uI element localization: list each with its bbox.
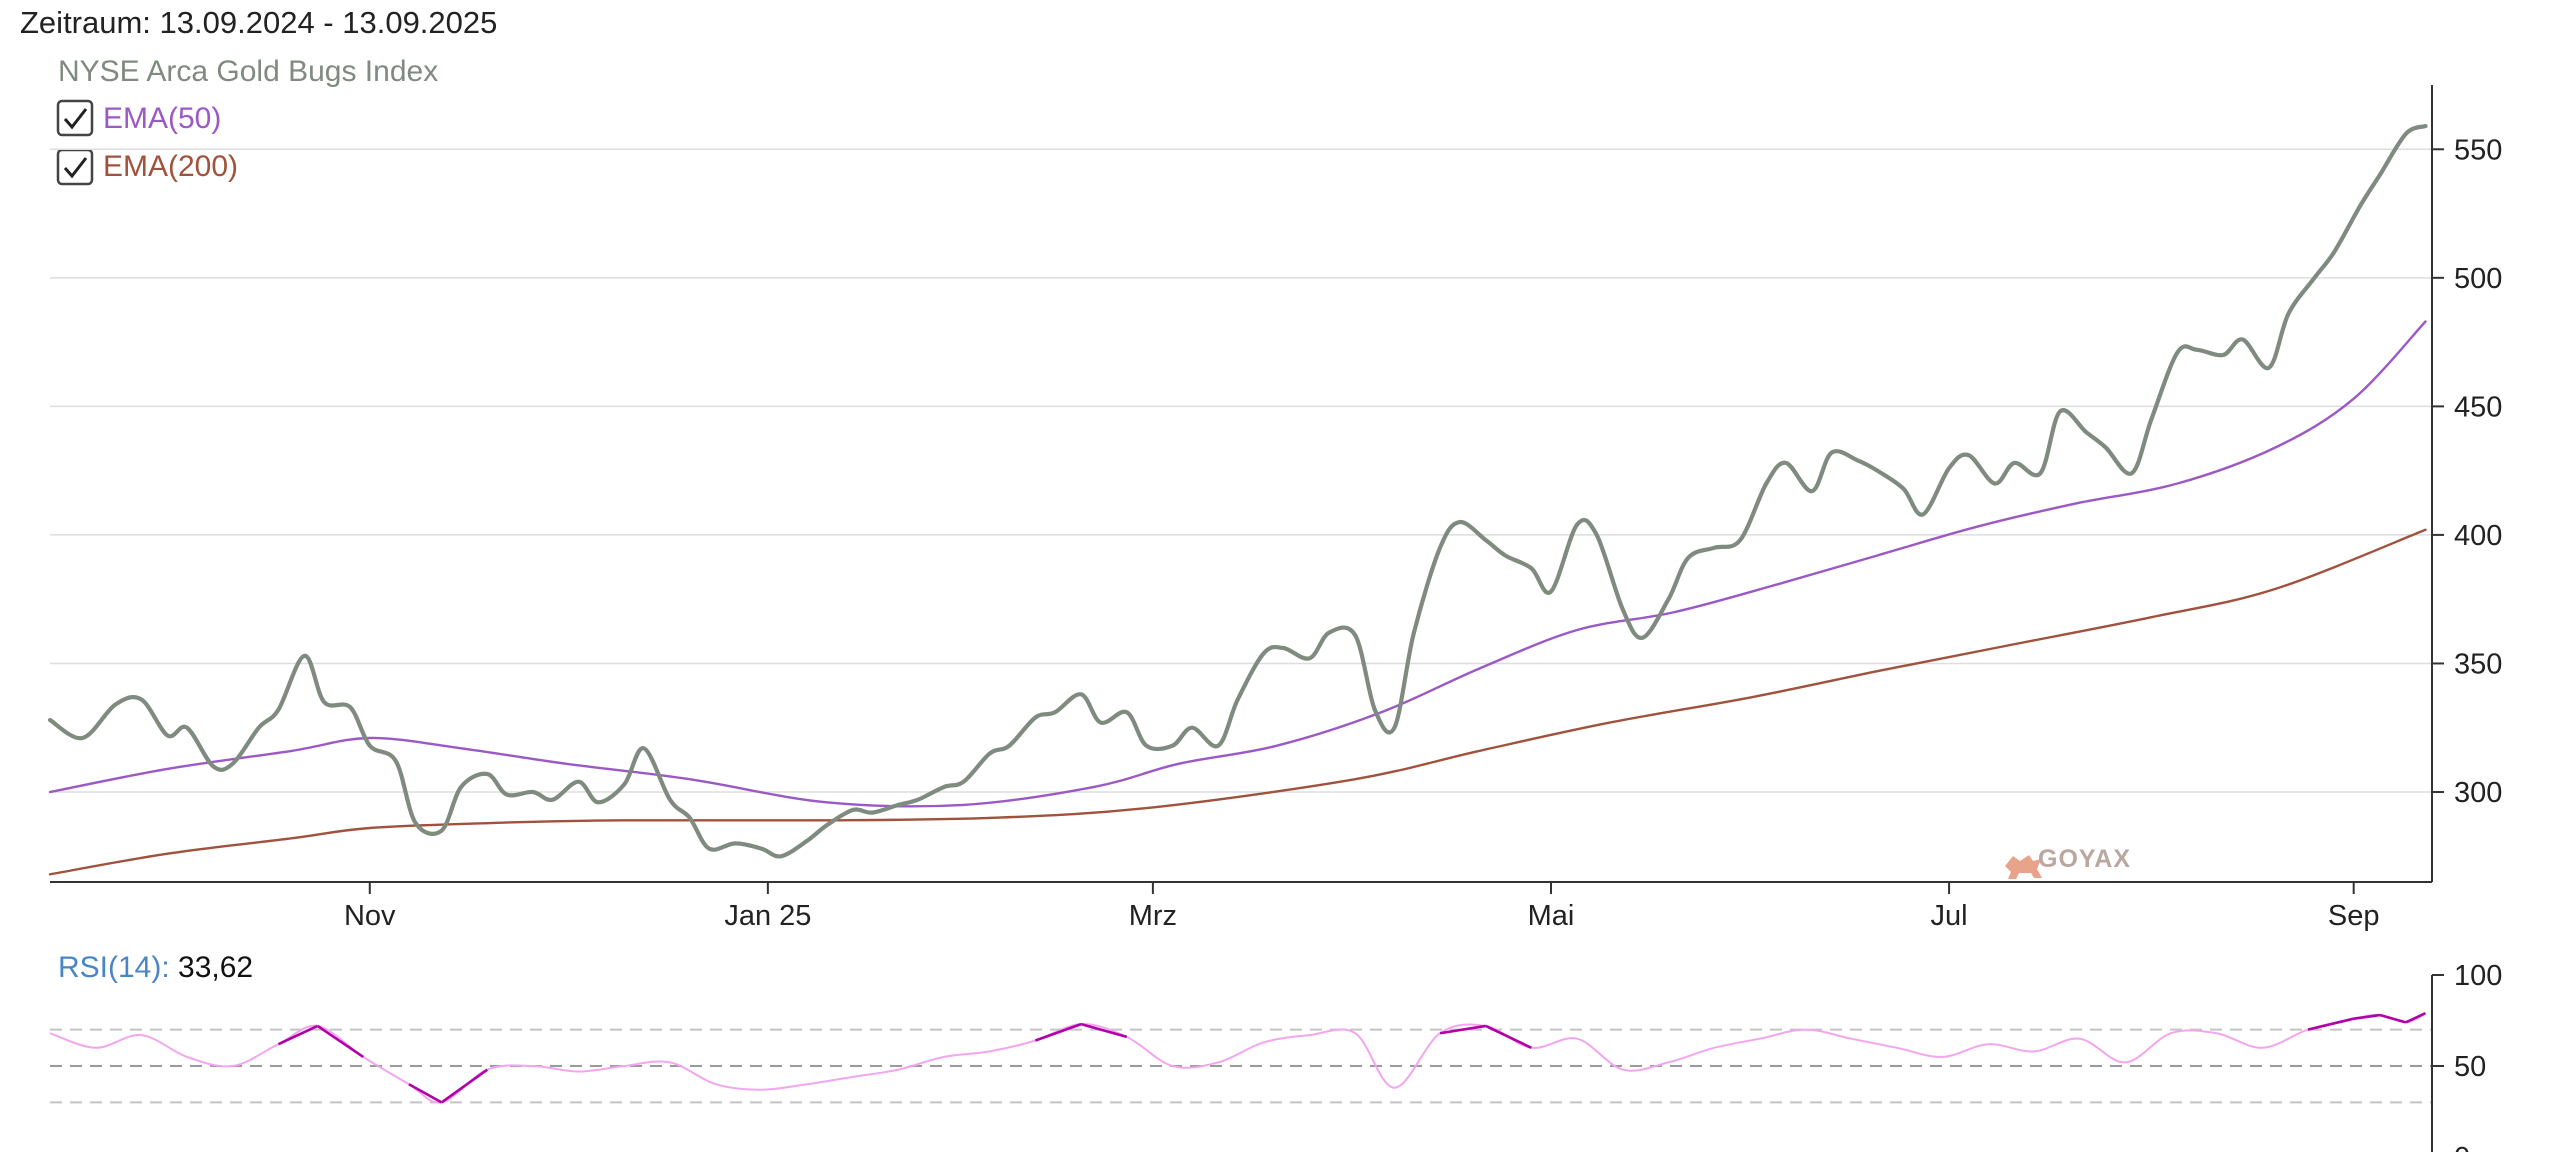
ema50-line xyxy=(48,320,2427,808)
ema50-checkbox[interactable] xyxy=(56,99,94,137)
rsi-title: RSI(14) xyxy=(58,951,161,984)
rsi-extreme-segment xyxy=(1080,1022,1128,1039)
rsi-line xyxy=(49,1012,2426,1104)
main-series-lines xyxy=(47,124,2428,876)
y-tick-label: 500 xyxy=(2454,263,2502,295)
rsi-extreme-segment xyxy=(2379,1013,2407,1024)
x-tick-label: Mrz xyxy=(1129,900,1177,932)
watermark-text: GOYAX xyxy=(2038,845,2131,873)
rsi-extreme-segment xyxy=(1034,1022,1082,1042)
x-tick-label: Mai xyxy=(1528,900,1575,932)
bull-logo-icon xyxy=(2005,855,2042,879)
rsi-y-tick-label: 100 xyxy=(2454,960,2502,992)
y-tick-label: 400 xyxy=(2454,520,2502,552)
rsi-extreme-segment xyxy=(408,1083,443,1104)
ema200-checkbox[interactable] xyxy=(56,148,94,186)
checkmark-icon xyxy=(63,157,88,179)
main-x-ticks: Nov Jan 25 Mrz Mai Jul Sep xyxy=(344,882,2380,932)
rsi-extreme-segment xyxy=(2405,1012,2427,1024)
period-label: Zeitraum: 13.09.2024 - 13.09.2025 xyxy=(20,5,497,40)
rsi-y-ticks: 0 50 100 xyxy=(2432,960,2502,1152)
rsi-extreme-segment xyxy=(316,1024,364,1058)
rsi-extreme-segment xyxy=(440,1068,489,1104)
rsi-series-line xyxy=(49,1012,2427,1104)
rsi-y-tick-label: 50 xyxy=(2454,1051,2486,1083)
price-line xyxy=(47,124,2428,859)
ema50-legend-label: EMA(50) xyxy=(103,102,221,135)
rsi-extreme-segment xyxy=(277,1024,319,1046)
rsi-extreme-segment xyxy=(2307,1017,2354,1031)
rsi-extreme-segment xyxy=(2353,1013,2380,1020)
x-tick-label: Sep xyxy=(2328,900,2380,932)
y-tick-label: 550 xyxy=(2454,134,2502,166)
index-name-label: NYSE Arca Gold Bugs Index xyxy=(58,55,438,88)
rsi-extreme-segment xyxy=(1439,1024,1486,1035)
legend-ema50[interactable]: EMA(50) xyxy=(56,99,221,137)
x-tick-label: Jan 25 xyxy=(724,900,811,932)
x-tick-label: Nov xyxy=(344,900,396,932)
rsi-value: 33,62 xyxy=(178,951,253,984)
main-y-ticks: 300 350 400 450 500 550 xyxy=(2432,134,2502,809)
main-gridlines xyxy=(50,148,2432,793)
rsi-axes xyxy=(2431,975,2433,1152)
checkmark-icon xyxy=(63,108,88,130)
y-tick-label: 300 xyxy=(2454,777,2502,809)
goyax-watermark: GOYAX xyxy=(2005,845,2131,879)
main-axes xyxy=(50,85,2433,883)
ema200-legend-label: EMA(200) xyxy=(103,150,238,183)
legend-ema200[interactable]: EMA(200) xyxy=(56,148,238,186)
rsi-reference-lines xyxy=(50,1028,2432,1104)
x-tick-label: Jul xyxy=(1931,900,1968,932)
y-tick-label: 450 xyxy=(2454,391,2502,423)
ema200-line xyxy=(48,528,2427,876)
y-tick-label: 350 xyxy=(2454,648,2502,680)
rsi-label: RSI(14): 33,62 xyxy=(58,951,253,984)
rsi-extreme-segment xyxy=(1485,1024,1532,1049)
rsi-y-tick-label: 0 xyxy=(2454,1142,2470,1152)
